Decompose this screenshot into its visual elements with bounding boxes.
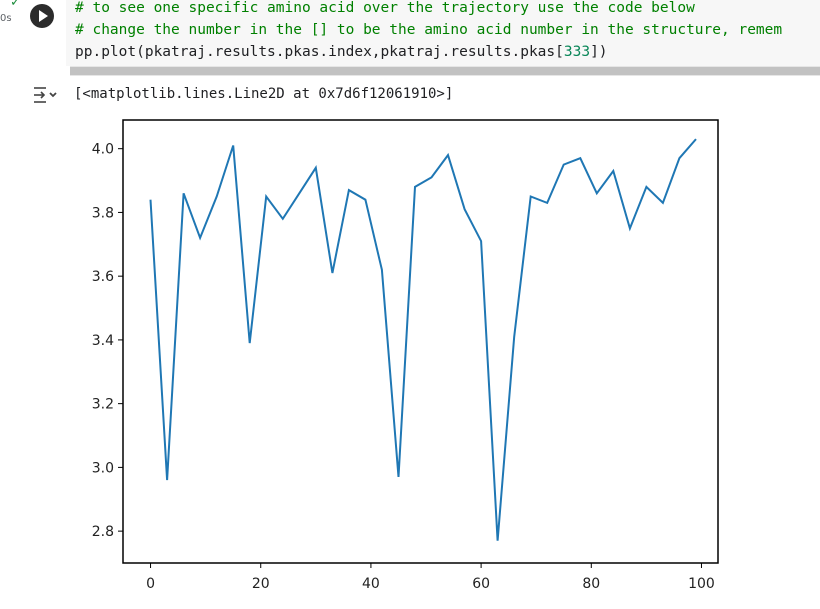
y-tick-label: 3.4 (92, 333, 114, 349)
x-tick-label: 60 (472, 576, 490, 592)
cell-gutter: ✓ 0s (0, 0, 21, 609)
code-line-2: # change the number in the [] to be the … (75, 22, 783, 38)
y-tick-label: 2.8 (92, 524, 114, 540)
x-tick-label: 100 (688, 576, 715, 592)
x-tick-label: 40 (362, 576, 380, 592)
y-tick-label: 3.2 (92, 397, 114, 413)
y-tick-label: 3.0 (92, 460, 114, 476)
output-toggle-icon (34, 87, 57, 103)
x-tick-label: 0 (146, 576, 155, 592)
code-line-1: # to see one specific amino acid over th… (75, 0, 695, 16)
y-tick-label: 3.6 (92, 269, 114, 285)
x-tick-label: 80 (582, 576, 600, 592)
code-call-index: 333 (563, 44, 591, 60)
code-line-3: pp.plot(pkatraj.results.pkas.index,pkatr… (75, 41, 608, 63)
execution-time: 0s (0, 13, 12, 24)
play-icon (39, 10, 48, 22)
code-call-prefix: pp.plot(pkatraj.results.pkas.index,pkatr… (75, 44, 564, 60)
check-icon: ✓ (10, 0, 21, 10)
output-text: [<matplotlib.lines.Line2D at 0x7d6f12061… (74, 86, 454, 102)
run-cell-button[interactable] (30, 4, 54, 28)
code-editor[interactable]: # to see one specific amino acid over th… (66, 0, 820, 66)
code-call-suffix: ]) (590, 44, 608, 60)
output-menu-icon[interactable] (33, 86, 59, 108)
scrollbar-thumb[interactable] (70, 67, 820, 75)
series-line (149, 138, 697, 541)
plot-frame (122, 119, 719, 564)
x-tick-label: 20 (252, 576, 270, 592)
y-tick-label: 3.8 (92, 205, 114, 221)
y-tick-label: 4.0 (92, 142, 114, 158)
horizontal-scrollbar[interactable] (70, 66, 820, 76)
